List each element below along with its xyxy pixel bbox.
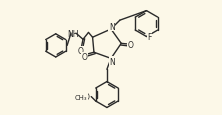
Text: O: O (83, 92, 89, 101)
Text: O: O (78, 47, 84, 56)
Text: F: F (148, 33, 152, 42)
Text: CH₃: CH₃ (75, 94, 88, 100)
Text: O: O (128, 41, 134, 50)
Text: O: O (81, 53, 87, 62)
Text: N: N (109, 57, 115, 66)
Text: N: N (109, 22, 115, 31)
Text: NH: NH (68, 29, 79, 38)
